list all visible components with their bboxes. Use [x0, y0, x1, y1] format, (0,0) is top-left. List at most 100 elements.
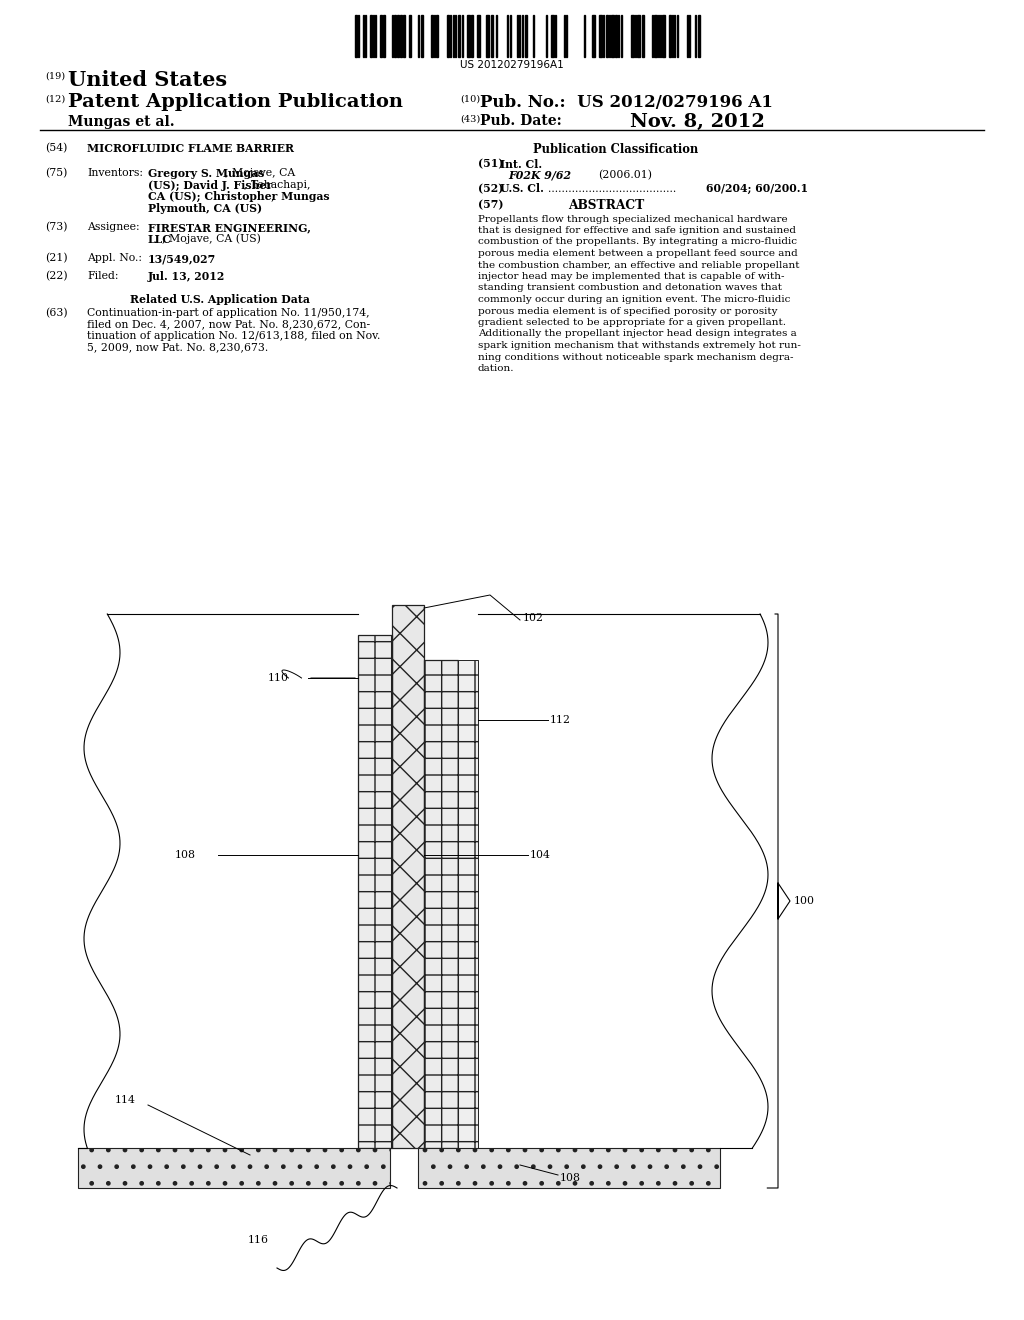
Text: spark ignition mechanism that withstands extremely hot run-: spark ignition mechanism that withstands… [478, 341, 801, 350]
Text: gradient selected to be appropriate for a given propellant.: gradient selected to be appropriate for … [478, 318, 786, 327]
Text: Pub. Date:: Pub. Date: [480, 114, 562, 128]
Bar [477, 15, 480, 57]
Bar [592, 15, 595, 57]
Text: that is designed for effective and safe ignition and sustained: that is designed for effective and safe … [478, 226, 796, 235]
Text: (2006.01): (2006.01) [598, 170, 652, 181]
Text: Jul. 13, 2012: Jul. 13, 2012 [148, 271, 225, 281]
Text: 13/549,027: 13/549,027 [148, 253, 216, 264]
Bar [370, 15, 372, 57]
Bar [615, 15, 617, 57]
Bar [409, 15, 411, 57]
Text: (19): (19) [45, 73, 66, 81]
Text: Appl. No.:: Appl. No.: [87, 253, 142, 263]
Bar [431, 15, 433, 57]
Bar [471, 15, 473, 57]
Text: Continuation-in-part of application No. 11/950,174,: Continuation-in-part of application No. … [87, 308, 370, 318]
Text: (54): (54) [45, 143, 68, 153]
Text: 102: 102 [523, 612, 544, 623]
Bar [654, 15, 657, 57]
Text: Propellants flow through specialized mechanical hardware: Propellants flow through specialized mec… [478, 214, 787, 223]
Text: filed on Dec. 4, 2007, now Pat. No. 8,230,672, Con-: filed on Dec. 4, 2007, now Pat. No. 8,23… [87, 319, 370, 329]
Bar [380, 15, 382, 57]
Text: 108: 108 [560, 1173, 581, 1183]
Text: , Mojave, CA (US): , Mojave, CA (US) [162, 234, 260, 244]
Text: Mungas et al.: Mungas et al. [68, 115, 175, 129]
Text: (57): (57) [478, 199, 504, 210]
Bar [606, 15, 608, 57]
Text: (52): (52) [478, 183, 504, 194]
Text: MICROFLUIDIC FLAME BARRIER: MICROFLUIDIC FLAME BARRIER [87, 143, 294, 154]
Text: Related U.S. Application Data: Related U.S. Application Data [130, 294, 310, 305]
Bar [486, 15, 489, 57]
Text: (73): (73) [45, 222, 68, 232]
Bar [642, 15, 644, 57]
Bar [551, 15, 554, 57]
Text: (75): (75) [45, 168, 68, 178]
Bar [637, 15, 640, 57]
Text: 110: 110 [268, 673, 289, 682]
Text: 116: 116 [248, 1236, 269, 1245]
Bar [403, 15, 406, 57]
Text: FIRESTAR ENGINEERING,: FIRESTAR ENGINEERING, [148, 222, 311, 234]
Text: commonly occur during an ignition event. The micro-fluidic: commonly occur during an ignition event.… [478, 294, 791, 304]
Bar [400, 15, 402, 57]
Bar [355, 15, 357, 57]
Text: Assignee:: Assignee: [87, 222, 139, 232]
Text: Int. Cl.: Int. Cl. [500, 158, 542, 169]
Text: Publication Classification: Publication Classification [534, 143, 698, 156]
Text: (10): (10) [460, 95, 480, 104]
Text: (43): (43) [460, 115, 480, 124]
Text: tinuation of application No. 12/613,188, filed on Nov.: tinuation of application No. 12/613,188,… [87, 331, 380, 341]
Text: Inventors:: Inventors: [87, 168, 143, 178]
Text: 60/204; 60/200.1: 60/204; 60/200.1 [706, 183, 808, 194]
Text: Patent Application Publication: Patent Application Publication [68, 92, 403, 111]
Text: Additionally the propellant injector head design integrates a: Additionally the propellant injector hea… [478, 330, 797, 338]
Text: ning conditions without noticeable spark mechanism degra-: ning conditions without noticeable spark… [478, 352, 794, 362]
Text: 114: 114 [115, 1096, 136, 1105]
Bar [78, 1148, 390, 1188]
Bar [436, 15, 438, 57]
Text: (63): (63) [45, 308, 68, 318]
Bar [424, 660, 458, 1148]
Bar [467, 15, 470, 57]
Bar [358, 635, 392, 1148]
Bar [490, 15, 493, 57]
Text: (21): (21) [45, 253, 68, 264]
Text: ......................................: ...................................... [548, 183, 676, 194]
Text: porous media element is of specified porosity or porosity: porous media element is of specified por… [478, 306, 777, 315]
Text: Nov. 8, 2012: Nov. 8, 2012 [630, 114, 765, 131]
Text: U.S. Cl.: U.S. Cl. [500, 183, 544, 194]
Bar [611, 15, 614, 57]
Text: ,: , [271, 191, 274, 201]
Text: (22): (22) [45, 271, 68, 281]
Text: injector head may be implemented that is capable of with-: injector head may be implemented that is… [478, 272, 784, 281]
Bar [447, 15, 449, 57]
Text: combustion of the propellants. By integrating a micro-fluidic: combustion of the propellants. By integr… [478, 238, 797, 247]
Text: (12): (12) [45, 95, 66, 104]
Bar [383, 15, 385, 57]
Bar [458, 15, 460, 57]
Text: Filed:: Filed: [87, 271, 119, 281]
Text: CA (US); Christopher Mungas: CA (US); Christopher Mungas [148, 191, 330, 202]
Bar [662, 15, 665, 57]
Text: Gregory S. Mungas: Gregory S. Mungas [148, 168, 264, 180]
Bar [599, 15, 602, 57]
Text: LLC: LLC [148, 234, 172, 244]
Text: porous media element between a propellant feed source and: porous media element between a propellan… [478, 249, 798, 257]
Text: Pub. No.:  US 2012/0279196 A1: Pub. No.: US 2012/0279196 A1 [480, 94, 773, 111]
Text: ABSTRACT: ABSTRACT [568, 199, 644, 213]
Text: F02K 9/62: F02K 9/62 [508, 170, 571, 181]
Bar [394, 15, 396, 57]
Text: , Tehachapi,: , Tehachapi, [244, 180, 310, 190]
Bar [669, 15, 671, 57]
Bar [525, 15, 527, 57]
Text: (51): (51) [478, 158, 504, 169]
Text: Plymouth, CA (US): Plymouth, CA (US) [148, 203, 262, 214]
Bar [631, 15, 634, 57]
Text: 112: 112 [550, 715, 571, 725]
Bar [397, 15, 399, 57]
Text: US 20120279196A1: US 20120279196A1 [460, 59, 564, 70]
Bar [698, 15, 700, 57]
Text: 100: 100 [794, 896, 815, 906]
Text: 108: 108 [175, 850, 196, 861]
